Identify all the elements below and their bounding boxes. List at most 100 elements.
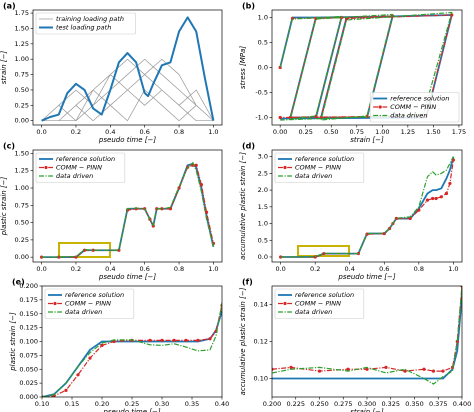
series-marker	[425, 198, 430, 202]
x-tick-label: 0.375	[429, 400, 448, 408]
y-tick-label: 0.125	[19, 324, 38, 332]
legend-label: COMM − PINN	[65, 300, 111, 308]
legend-label: data driven	[56, 172, 93, 180]
series-marker	[117, 248, 121, 252]
axes-frame	[271, 149, 463, 263]
y-tick-label: 0.075	[19, 351, 38, 359]
legend-marker	[53, 301, 57, 306]
axes-frame	[271, 285, 463, 398]
series-marker	[444, 191, 449, 196]
x-tick-label: 0.0	[275, 265, 285, 273]
x-tick-label: 0.325	[381, 400, 400, 408]
x-tick-label: 1.75	[452, 128, 466, 136]
series-marker	[184, 338, 188, 342]
axes-frame	[271, 9, 463, 126]
series-marker	[346, 367, 350, 371]
x-tick-label: 0.4	[345, 265, 355, 273]
panel: (f) 0.200 0.225 0.250 0.275 0.300 0.325 0.350 0.…	[239, 278, 471, 412]
y-tick-label: 1.0	[258, 220, 268, 228]
series-marker	[160, 338, 164, 342]
x-tick-label: 0.20	[95, 400, 109, 408]
legend-box	[274, 152, 365, 183]
y-tick-label: 0.12	[254, 338, 268, 346]
x-axis-label: strain [−]	[350, 408, 384, 412]
x-tick-label: 0.35	[185, 400, 199, 408]
series-marker	[422, 367, 426, 371]
series-marker	[408, 216, 412, 221]
axes-frame	[32, 9, 223, 126]
y-tick-label: 1.0	[258, 14, 268, 22]
x-tick-label: 0.6	[140, 265, 150, 273]
legend-box	[35, 12, 136, 35]
series-marker	[64, 388, 68, 392]
x-axis-label: strain [−]	[350, 136, 384, 144]
legend-label: data driven	[295, 172, 332, 180]
y-axis-label: plastic strain [−]	[9, 312, 17, 372]
plot-area	[272, 286, 462, 385]
panel: (c) 0.0 0.2 0.4 0.6 0.8 1.0 0.00 0.25 0.50 0.75 1.0…	[0, 142, 223, 281]
legend-label: reference solution	[65, 291, 124, 299]
legend-label: reference solution	[390, 95, 449, 103]
x-tick-label: 0.2	[71, 128, 81, 136]
x-tick-label: 0.25	[125, 400, 139, 408]
series-marker	[199, 182, 203, 187]
series-marker	[272, 367, 274, 371]
x-tick-label: 0.250	[310, 400, 329, 408]
series-marker	[394, 216, 398, 221]
legend-label: data driven	[295, 308, 332, 316]
y-tick-label: 0.00	[15, 117, 29, 125]
x-tick-label: 0.25	[298, 128, 312, 136]
x-tick-label: 0.15	[65, 400, 79, 408]
y-tick-label: 0.50	[15, 86, 29, 94]
y-tick-label: 0.175	[19, 296, 38, 304]
legend-marker	[44, 165, 48, 170]
y-tick-label: 2.0	[258, 186, 268, 194]
y-tick-label: 2.5	[258, 169, 268, 177]
y-tick-label: 0.10	[254, 375, 268, 383]
y-tick-label: 3.0	[258, 153, 268, 161]
series-marker	[455, 339, 459, 344]
series-line	[42, 302, 222, 397]
series-marker	[194, 163, 198, 167]
legend-label: COMM − PINN	[390, 103, 436, 111]
x-tick-label: 1.50	[426, 128, 440, 136]
series-marker	[196, 338, 200, 342]
series-marker	[278, 115, 282, 120]
x-axis-label: pseudo time [−]	[102, 408, 160, 412]
y-tick-label: 0.75	[15, 71, 29, 79]
series-line	[280, 156, 454, 258]
legend-box	[274, 288, 365, 319]
series-marker	[431, 369, 436, 373]
x-tick-label: 0.4	[105, 128, 115, 136]
legend-marker	[283, 301, 287, 306]
series-marker	[431, 196, 435, 201]
series-marker	[417, 208, 421, 212]
legend-label: data driven	[65, 308, 102, 316]
axes-frame	[32, 149, 223, 263]
x-tick-label: 0.2	[71, 265, 81, 273]
legend-label: data driven	[390, 112, 427, 120]
y-tick-label: 0.14	[254, 301, 268, 309]
x-tick-label: 0.6	[140, 128, 150, 136]
y-tick-label: 1.50	[15, 24, 29, 32]
x-tick-label: 0.6	[379, 265, 389, 273]
y-tick-label: 1.75	[15, 9, 29, 17]
y-tick-label: 0.000	[19, 393, 38, 401]
x-tick-label: 1.25	[401, 128, 415, 136]
y-tick-label: 0.0	[258, 253, 268, 261]
series-line	[280, 156, 455, 258]
x-tick-label: 0.0	[36, 265, 46, 273]
y-axis-label: stress [MPa]	[239, 46, 247, 89]
y-tick-label: -1.0	[255, 114, 268, 122]
series-marker	[112, 339, 116, 344]
series-line	[272, 295, 462, 380]
panel-title: (b)	[242, 2, 255, 11]
series-marker	[91, 248, 95, 252]
legend-label: COMM − PINN	[295, 164, 341, 172]
x-tick-label: 0.275	[334, 400, 353, 408]
series-marker	[279, 255, 283, 259]
